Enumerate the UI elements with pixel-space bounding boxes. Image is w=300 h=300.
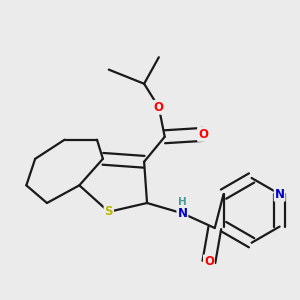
Text: O: O bbox=[198, 128, 208, 141]
Text: N: N bbox=[274, 188, 285, 201]
Text: H: H bbox=[178, 197, 187, 207]
Text: S: S bbox=[104, 205, 113, 218]
Text: N: N bbox=[177, 207, 188, 220]
Text: O: O bbox=[154, 101, 164, 114]
Text: O: O bbox=[204, 255, 214, 268]
